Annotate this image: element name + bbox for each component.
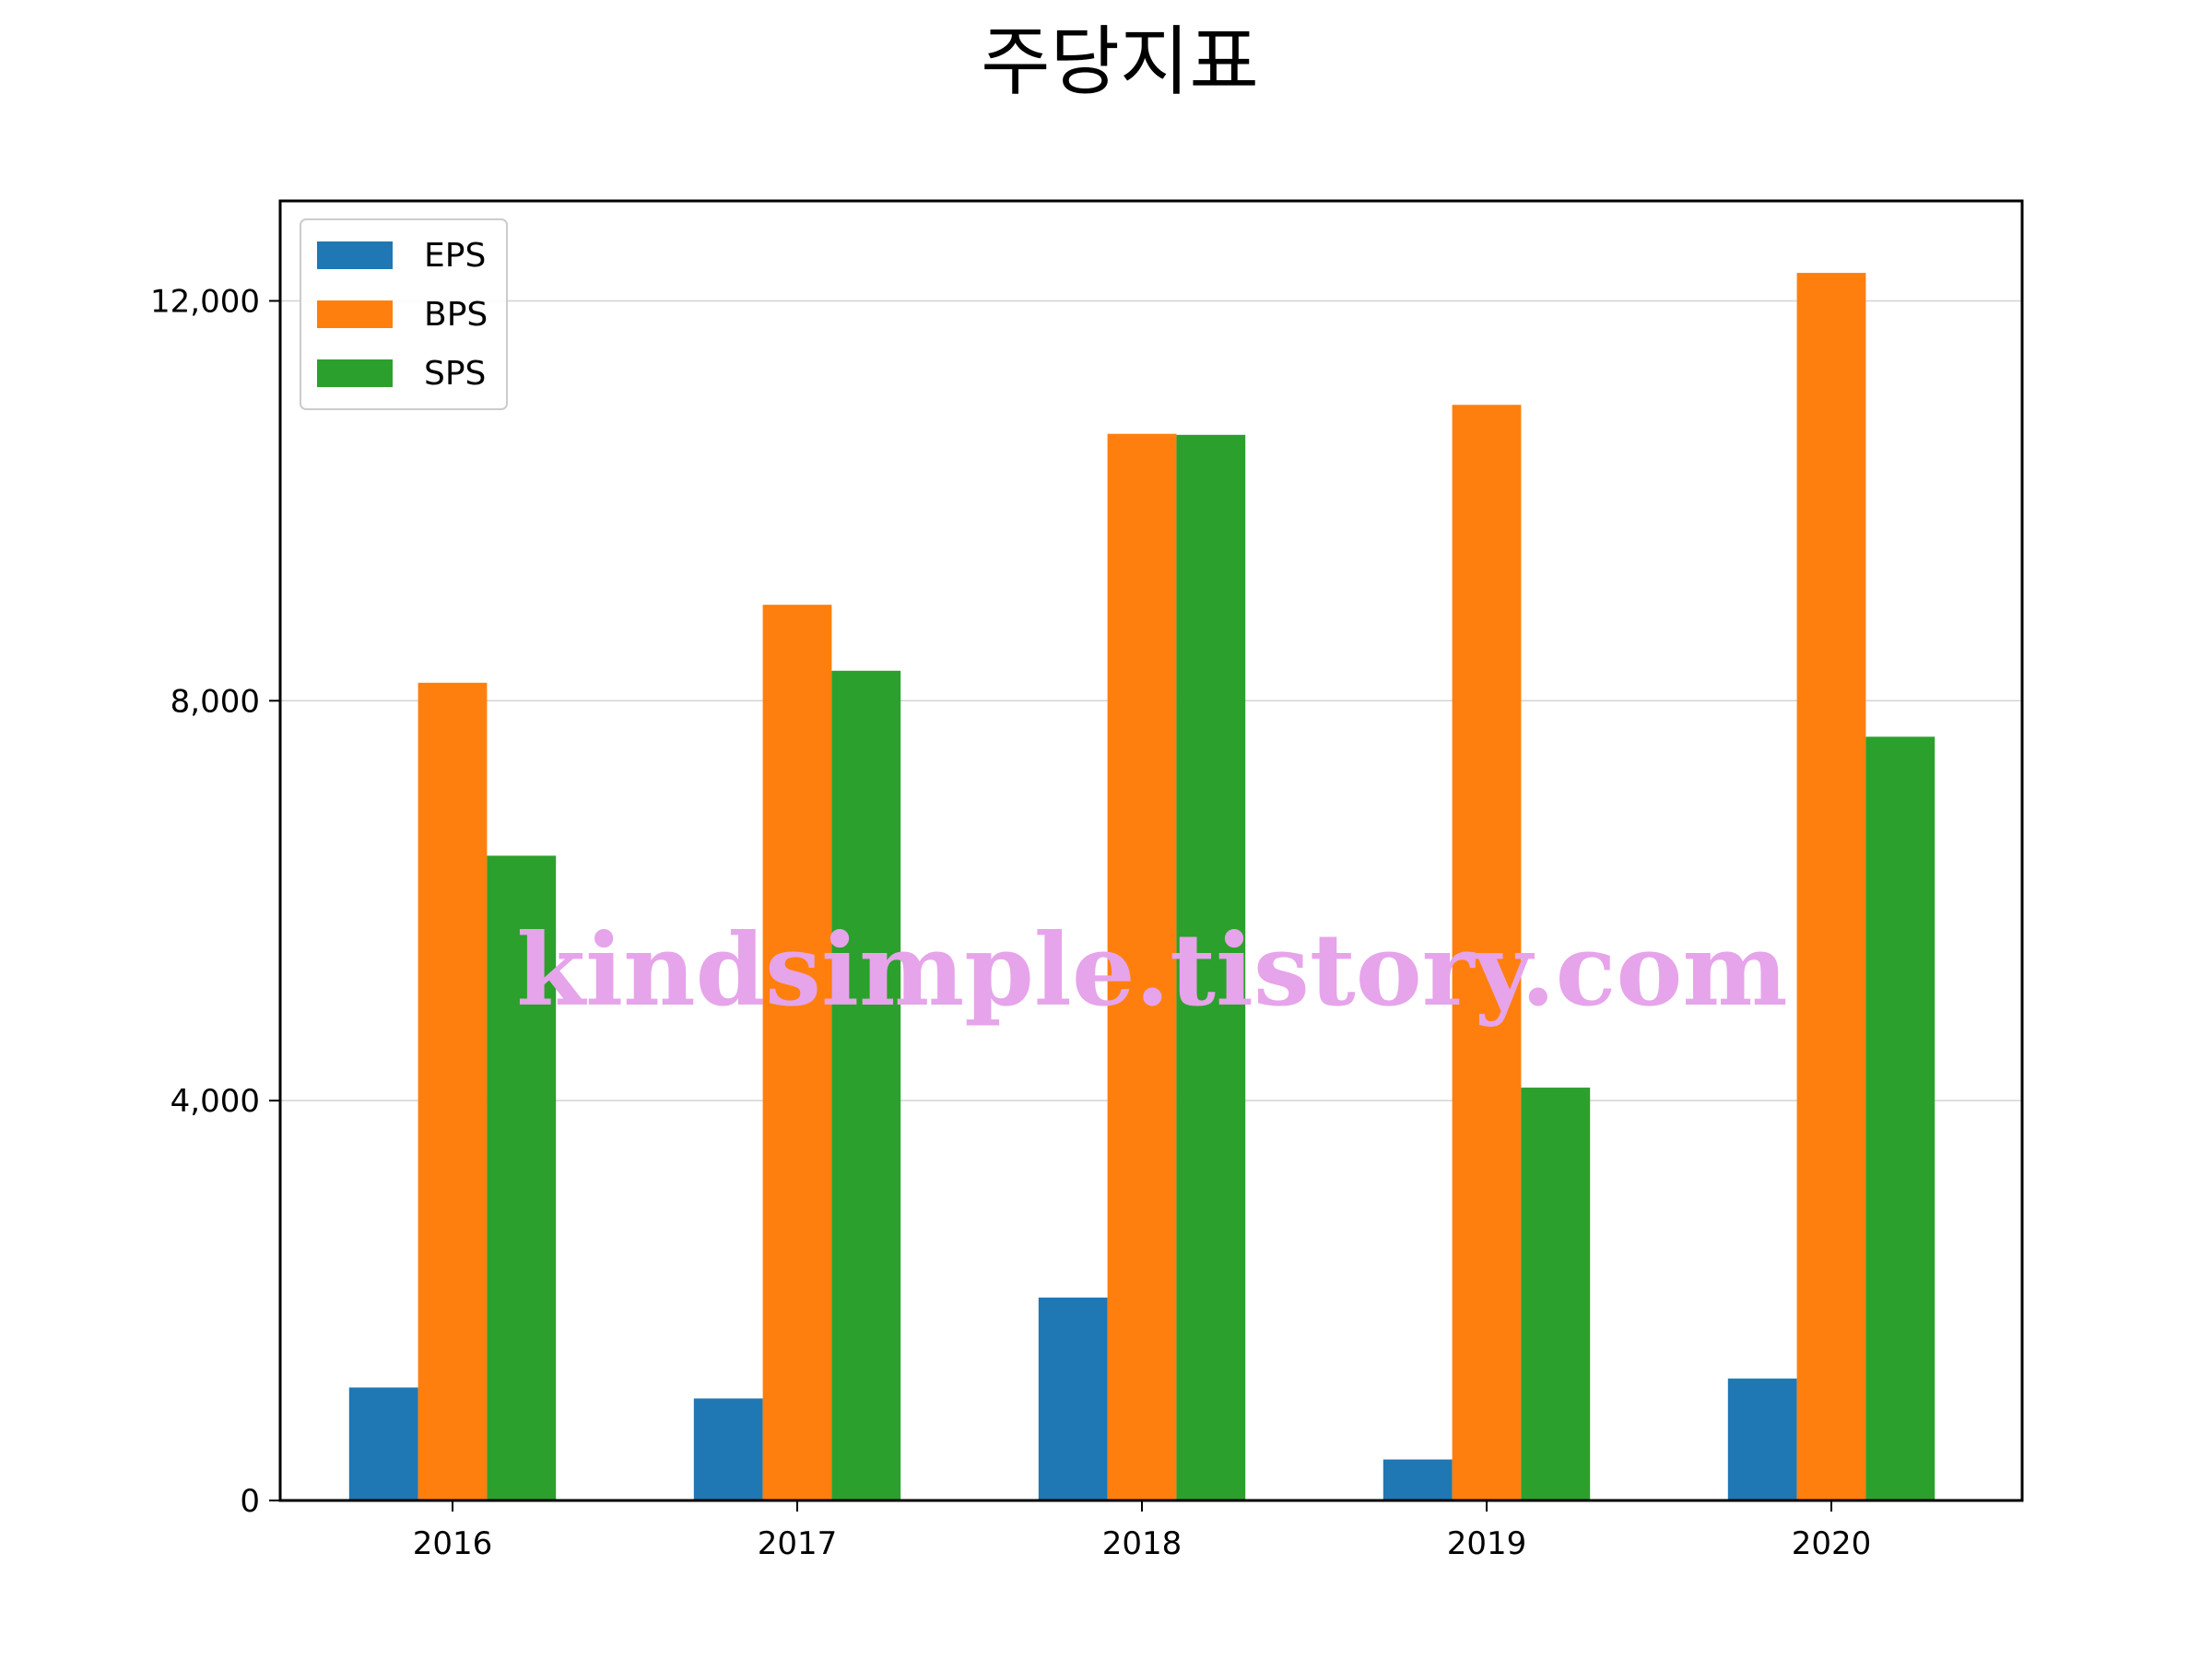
plot-frame [278,199,2024,1502]
watermark: kindsimple.tistory.com [516,912,1787,1029]
bars [348,273,1936,1501]
xtick-label-2: 2018 [1102,1525,1182,1562]
ytick-label-2: 8,000 [171,683,260,720]
legend-swatch-eps [317,241,393,269]
ytick-label-0: 0 [240,1483,260,1520]
bar-bps-2019 [1452,405,1522,1501]
bar-sps-2018 [1176,434,1246,1500]
xtick-label-4: 2020 [1792,1525,1872,1562]
bar-eps-2018 [1038,1297,1108,1500]
legend-swatch-bps [317,300,393,328]
legend-swatch-sps [317,359,393,387]
legend-label-sps: SPS [424,355,486,393]
legend-label-eps: EPS [424,237,486,275]
xtick-label-0: 2016 [413,1525,493,1562]
bar-eps-2016 [348,1387,418,1500]
ytick-label-3: 12,000 [150,283,260,320]
bar-eps-2017 [693,1398,763,1500]
ytick-label-1: 4,000 [171,1083,260,1120]
axis-ticks: 0 4,000 8,000 12,000 2016 2017 2018 2019 2020 [150,283,1871,1562]
bar-sps-2020 [1865,736,1936,1500]
bar-bps-2020 [1796,273,1866,1501]
bar-bps-2018 [1107,433,1177,1501]
xtick-label-1: 2017 [758,1525,838,1562]
bar-bps-2017 [762,605,832,1500]
bar-eps-2019 [1382,1459,1453,1500]
bar-sps-2017 [831,670,901,1500]
xtick-label-3: 2019 [1447,1525,1527,1562]
chart-title: 주당지표 [981,18,1259,106]
bar-bps-2016 [418,682,488,1500]
bar-sps-2016 [487,855,557,1500]
legend: EPS BPS SPS [300,218,508,410]
legend-label-bps: BPS [424,296,488,334]
bar-sps-2019 [1521,1088,1591,1500]
bar-eps-2020 [1727,1378,1797,1500]
